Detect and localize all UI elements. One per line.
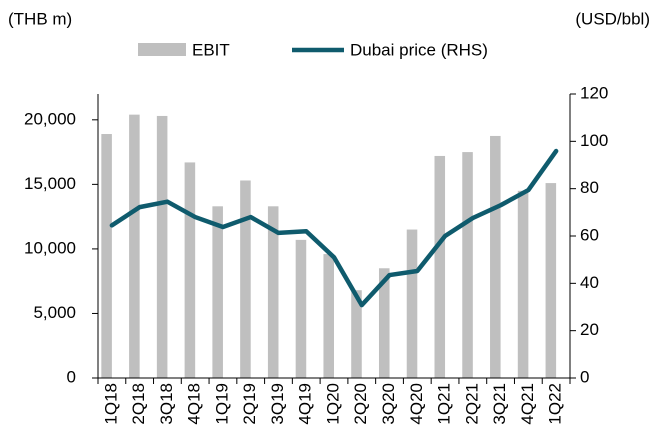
- x-tick-label: 3Q18: [157, 383, 176, 425]
- x-tick-label: 1Q22: [546, 383, 565, 425]
- y-tick-label: 0: [67, 367, 76, 386]
- bar: [351, 290, 362, 378]
- x-tick-label: 1Q21: [435, 383, 454, 425]
- x-tick-label: 2Q19: [240, 383, 259, 425]
- legend-label: EBIT: [192, 40, 230, 59]
- bar: [101, 134, 112, 378]
- y2-tick-label: 100: [580, 131, 608, 150]
- y-tick-label: 5,000: [33, 303, 76, 322]
- y2-tick-label: 120: [580, 83, 608, 102]
- y-tick-label: 15,000: [24, 174, 76, 193]
- bar: [212, 206, 223, 378]
- line-series: [109, 148, 559, 308]
- bar: [323, 254, 334, 378]
- x-tick-label: 2Q18: [129, 383, 148, 425]
- y2-tick-label: 60: [580, 225, 599, 244]
- x-tick-label: 3Q21: [490, 383, 509, 425]
- legend-label: Dubai price (RHS): [350, 40, 488, 59]
- y2-tick-label: 0: [580, 367, 589, 386]
- y2-axis-label: (USD/bbl): [575, 9, 650, 28]
- x-tick-label: 1Q20: [323, 383, 342, 425]
- x-tick-label: 4Q21: [518, 383, 537, 425]
- bar: [462, 152, 473, 378]
- bar: [240, 180, 251, 378]
- y2-tick-label: 20: [580, 320, 599, 339]
- y2-tick-label: 40: [580, 273, 599, 292]
- bar: [490, 135, 501, 378]
- x-tick-label: 2Q20: [351, 383, 370, 425]
- y-axis-label: (THB m): [8, 9, 72, 28]
- y2-tick-label: 80: [580, 178, 599, 197]
- bar: [184, 162, 196, 378]
- bar: [129, 114, 140, 379]
- x-tick-label: 4Q20: [407, 383, 426, 425]
- bar: [267, 206, 279, 378]
- x-tick-label: 1Q19: [212, 383, 231, 425]
- bar: [406, 229, 418, 378]
- bar: [295, 239, 307, 378]
- bar: [434, 155, 446, 378]
- x-tick-label: 3Q19: [268, 383, 287, 425]
- x-tick-label: 4Q18: [185, 383, 204, 425]
- y-tick-label: 20,000: [24, 109, 76, 128]
- bar: [378, 268, 390, 378]
- x-tick-label: 3Q20: [379, 383, 398, 425]
- bar: [545, 183, 557, 378]
- y-tick-label: 10,000: [24, 238, 76, 257]
- x-tick-label: 2Q21: [462, 383, 481, 425]
- bar: [517, 190, 529, 378]
- legend-swatch: [138, 43, 186, 56]
- x-tick-label: 1Q18: [101, 383, 120, 425]
- bar: [156, 115, 168, 378]
- x-tick-label: 4Q19: [296, 383, 315, 425]
